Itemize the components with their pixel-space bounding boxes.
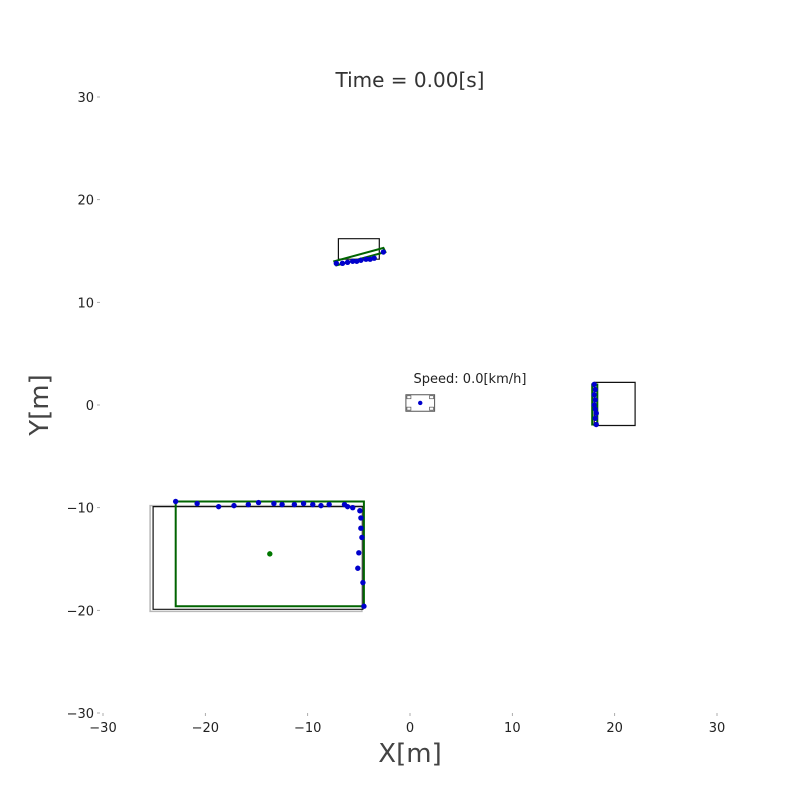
ego-vehicle-wheel [406,395,412,400]
object-large-point [194,500,200,507]
x-tick-label: 10 [504,721,521,736]
object-large-point [245,501,252,508]
object-large-point [300,500,307,507]
object-upper-point [358,257,364,263]
ego-vehicle-center [418,400,423,406]
y-tick-label: −10 [67,502,94,517]
object-upper-point [354,258,360,264]
object-large-true-box [152,506,364,610]
y-tick-label: −30 [67,707,94,722]
object-large-point [271,500,277,507]
object-right-point [592,397,598,403]
object-large-point [172,498,179,505]
object-right-point [591,402,597,408]
object-large-point [344,503,351,510]
object-upper-point [380,249,387,255]
y-tick-label: −20 [67,604,94,619]
object-upper-point [349,258,356,264]
object-large-point [291,501,298,508]
x-tick-label: −30 [89,721,116,736]
object-large-point [358,525,364,531]
object-large-point [356,550,362,556]
object-right-point [593,421,599,428]
object-large-point [358,515,364,521]
plot-marks [149,238,636,613]
object-right-point [591,381,597,388]
y-tick-label: 0 [86,399,94,414]
object-large-point [355,565,361,571]
y-tick-label: 20 [77,194,94,209]
y-tick-label: 30 [77,91,94,106]
ego-vehicle-wheel [429,395,434,400]
object-right-point [592,415,598,422]
object-upper-point [344,259,351,265]
object-large-point [215,503,222,510]
x-axis-label: X[m] [378,739,441,769]
y-tick-label: 10 [77,296,94,311]
chart-title: Time = 0.00[s] [335,68,485,92]
speed-label: Speed: 0.0[km/h] [414,372,527,387]
x-tick-label: 0 [406,721,414,736]
object-upper-true-box [337,238,380,260]
x-tick-label: 30 [709,721,726,736]
object-large-point [361,603,367,609]
object-upper-point [367,256,373,262]
object-right-point [591,392,597,398]
x-tick-label: −10 [294,721,321,736]
x-tick-label: −20 [192,721,219,736]
ego-vehicle-wheel [429,406,434,411]
y-axis-label: Y[m] [25,374,55,437]
object-large-center-point [267,551,273,557]
x-tick-label: 20 [606,721,623,736]
object-large-point [231,502,237,509]
object-large-point [360,579,366,586]
object-large-point [349,504,356,511]
object-right-point [592,406,598,412]
object-large-point [318,502,324,509]
object-upper-point [371,255,377,261]
object-large-point [359,534,365,541]
object-right-point [593,410,599,416]
object-upper-point [363,256,369,262]
object-large-point [279,501,285,508]
object-large-point [357,508,363,514]
object-right-true-box [593,381,636,427]
object-large-gray-box [149,504,363,613]
ego-vehicle-wheel [406,406,412,411]
axis-ticks: −30 −20 −10 0 10 20 30 −30 −20 −10 0 10 20 30 [67,91,726,736]
object-large-point [255,499,262,506]
object-upper-point [333,260,340,267]
object-right-point [592,386,598,393]
object-large-point [326,501,332,508]
object-large-point [310,501,316,508]
object-upper-point [339,260,346,267]
